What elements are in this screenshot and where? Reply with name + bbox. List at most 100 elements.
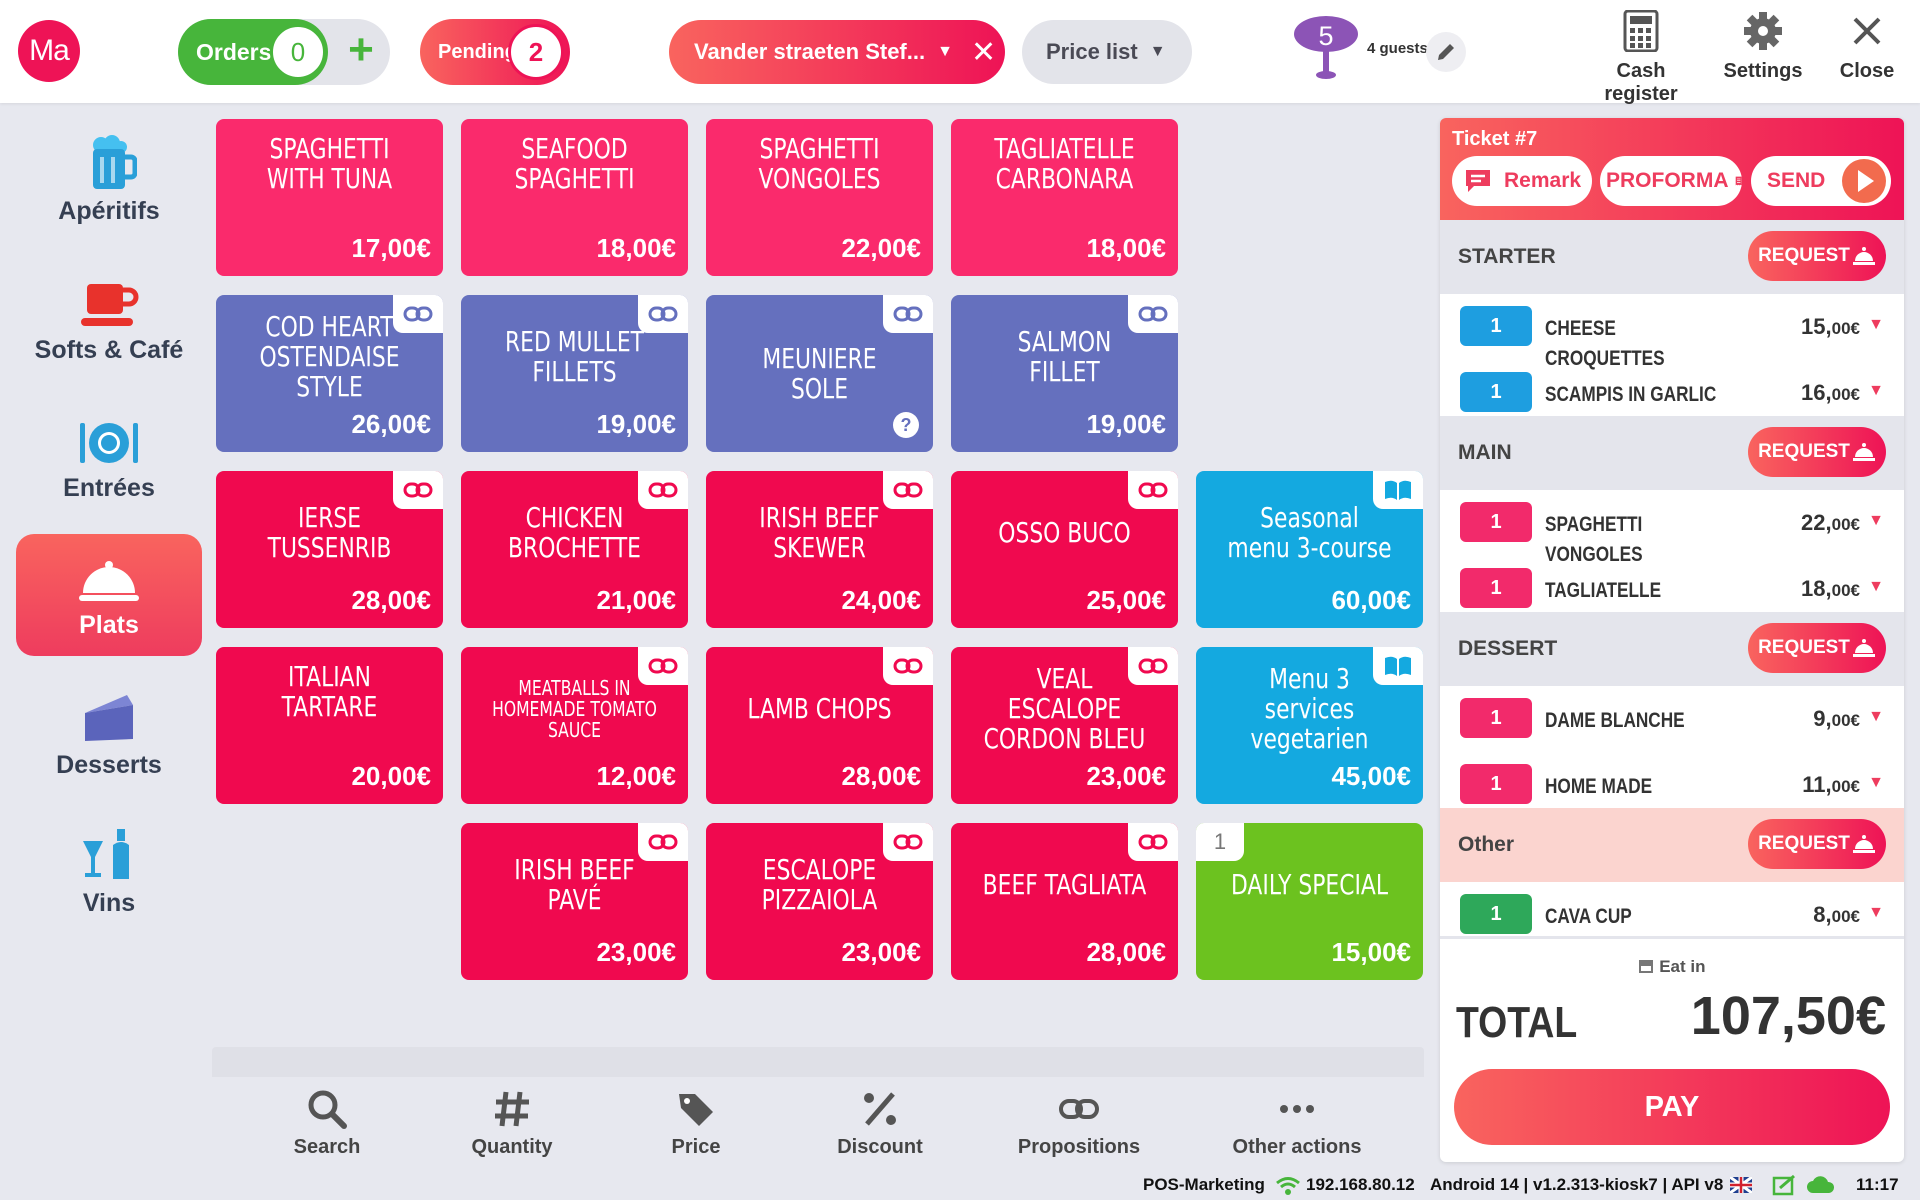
top-bar: Ma Orders 0 + Pending 2 Vander straeten … bbox=[0, 0, 1920, 105]
gear-icon bbox=[1744, 12, 1782, 50]
version-info: Android 14 | v1.2.313-kiosk7 | API v8 bbox=[1430, 1175, 1724, 1194]
quantity-button[interactable]: Quantity bbox=[427, 1088, 597, 1159]
product-tile[interactable]: SEAFOOD SPAGHETTI 18,00€ bbox=[461, 119, 688, 276]
cash-register-button[interactable]: Cash register bbox=[1585, 10, 1697, 105]
product-name: ESCALOPE PIZZAIOLA bbox=[761, 853, 878, 916]
line-quantity[interactable]: 1 bbox=[1460, 894, 1532, 934]
product-tile[interactable]: SPAGHETTI WITH TUNA 17,00€ bbox=[216, 119, 443, 276]
price-tag-icon bbox=[679, 1094, 713, 1126]
remark-button[interactable]: Remark bbox=[1452, 156, 1592, 206]
product-name: IRISH BEEF SKEWER bbox=[759, 501, 880, 564]
ticket-line[interactable]: 1 HOME MADE TIRAMISU 11,00€ ▼ bbox=[1440, 752, 1904, 828]
product-price: 45,00€ bbox=[1331, 761, 1411, 791]
product-price: 19,00€ bbox=[596, 409, 676, 439]
product-tile[interactable]: BEEF TAGLIATA 28,00€ bbox=[951, 823, 1178, 980]
line-quantity[interactable]: 1 bbox=[1460, 306, 1532, 346]
product-tile[interactable]: IRISH BEEF SKEWER 24,00€ bbox=[706, 471, 933, 628]
product-name: IERSE TUSSENRIB bbox=[267, 501, 392, 564]
product-name: MEATBALLS IN HOMEMADE TOMATO SAUCE bbox=[492, 675, 657, 742]
chevron-down-icon: ▼ bbox=[937, 43, 953, 60]
settings-button[interactable]: Settings bbox=[1722, 10, 1804, 96]
product-tile[interactable]: VEAL ESCALOPE CORDON BLEU 23,00€ bbox=[951, 647, 1178, 804]
product-tile[interactable]: ESCALOPE PIZZAIOLA 23,00€ bbox=[706, 823, 933, 980]
ticket-line[interactable]: 1 DAME BLANCHE 9,00€ ▼ bbox=[1440, 686, 1904, 752]
product-tile[interactable]: COD HEART OSTENDAISE STYLE 26,00€ bbox=[216, 295, 443, 452]
product-tile[interactable]: Seasonal menu 3-course 60,00€ bbox=[1196, 471, 1423, 628]
edit-guests-button[interactable] bbox=[1426, 32, 1466, 72]
ticket-line[interactable]: 1 CAVA CUP 8,00€ ▼ bbox=[1440, 882, 1904, 948]
pending-button[interactable]: Pending 2 bbox=[420, 19, 570, 85]
uk-flag-icon[interactable] bbox=[1730, 1177, 1752, 1193]
product-tile[interactable]: CHICKEN BROCHETTE 21,00€ bbox=[461, 471, 688, 628]
close-button[interactable]: Close bbox=[1832, 10, 1902, 96]
price-list-dropdown[interactable]: Price list ▼ bbox=[1022, 20, 1192, 84]
bell-icon bbox=[1852, 443, 1875, 461]
chevron-down-icon[interactable]: ▼ bbox=[1868, 316, 1884, 333]
chevron-down-icon[interactable]: ▼ bbox=[1868, 904, 1884, 921]
product-tile[interactable]: 1 DAILY SPECIAL 15,00€ bbox=[1196, 823, 1423, 980]
other-actions-button[interactable]: Other actions bbox=[1212, 1088, 1382, 1159]
request-button[interactable]: REQUEST bbox=[1748, 427, 1886, 477]
chevron-down-icon[interactable]: ▼ bbox=[1868, 512, 1884, 529]
line-price: 16,00€ bbox=[1801, 380, 1860, 405]
request-button[interactable]: REQUEST bbox=[1748, 623, 1886, 673]
product-tile[interactable]: SALMON FILLET 19,00€ bbox=[951, 295, 1178, 452]
product-tile[interactable]: ITALIAN TARTARE 20,00€ bbox=[216, 647, 443, 804]
ticket-title: Ticket #7 bbox=[1452, 128, 1538, 150]
product-price: 18,00€ bbox=[596, 233, 676, 263]
ticket-line[interactable]: 1 CHEESE CROQUETTES 15,00€ ▼ bbox=[1440, 294, 1904, 370]
product-tile[interactable]: SPAGHETTI VONGOLES 22,00€ bbox=[706, 119, 933, 276]
product-name: COD HEART OSTENDAISE STYLE bbox=[259, 310, 400, 403]
product-tile[interactable]: MEUNIERE SOLE ? bbox=[706, 295, 933, 452]
scroll-strip[interactable] bbox=[212, 1047, 1424, 1077]
line-quantity[interactable]: 1 bbox=[1460, 698, 1532, 738]
eat-in-toggle[interactable]: Eat in bbox=[1440, 957, 1904, 977]
link-icon bbox=[638, 823, 688, 861]
search-button[interactable]: Search bbox=[242, 1088, 412, 1159]
category-aperitifs[interactable]: Apéritifs bbox=[16, 120, 202, 242]
orders-control: Orders 0 + bbox=[178, 19, 390, 85]
line-quantity[interactable]: 1 bbox=[1460, 502, 1532, 542]
customer-selector[interactable]: Vander straeten Stef... ▼ ✕ bbox=[669, 20, 1005, 84]
request-button[interactable]: REQUEST bbox=[1748, 231, 1886, 281]
product-tile[interactable]: OSSO BUCO 25,00€ bbox=[951, 471, 1178, 628]
line-name: SPAGHETTI VONGOLES bbox=[1545, 513, 1643, 566]
table-guests-icon[interactable] bbox=[1293, 16, 1359, 82]
ticket-line[interactable]: 1 SPAGHETTI VONGOLES 22,00€ ▼ bbox=[1440, 490, 1904, 566]
link-icon bbox=[638, 295, 688, 333]
chevron-down-icon[interactable]: ▼ bbox=[1868, 708, 1884, 725]
product-tile[interactable]: Menu 3 services vegetarien 45,00€ bbox=[1196, 647, 1423, 804]
chevron-down-icon[interactable]: ▼ bbox=[1868, 774, 1884, 791]
clear-customer-icon[interactable]: ✕ bbox=[970, 35, 997, 69]
category-vins[interactable]: Vins bbox=[16, 812, 202, 934]
discount-button[interactable]: Discount bbox=[795, 1088, 965, 1159]
category-desserts[interactable]: Desserts bbox=[16, 674, 202, 796]
add-order-button[interactable]: + bbox=[348, 25, 374, 74]
request-button[interactable]: REQUEST bbox=[1748, 819, 1886, 869]
eat-in-label: Eat in bbox=[1659, 957, 1706, 976]
category-entrees[interactable]: Entrées bbox=[16, 397, 202, 519]
product-tile[interactable]: MEATBALLS IN HOMEMADE TOMATO SAUCE 12,00… bbox=[461, 647, 688, 804]
product-tile[interactable]: IERSE TUSSENRIB 28,00€ bbox=[216, 471, 443, 628]
product-name: LAMB CHOPS bbox=[747, 692, 892, 725]
chevron-down-icon[interactable]: ▼ bbox=[1868, 578, 1884, 595]
propositions-button[interactable]: Propositions bbox=[994, 1088, 1164, 1159]
chevron-down-icon[interactable]: ▼ bbox=[1868, 382, 1884, 399]
price-button[interactable]: Price bbox=[611, 1088, 781, 1159]
category-softs-cafe[interactable]: Softs & Café bbox=[16, 259, 202, 381]
line-quantity[interactable]: 1 bbox=[1460, 764, 1532, 804]
category-plats[interactable]: Plats bbox=[16, 534, 202, 656]
proforma-button[interactable]: PROFORMA bbox=[1600, 156, 1742, 206]
line-quantity[interactable]: 1 bbox=[1460, 372, 1532, 412]
pay-label: PAY bbox=[1644, 1090, 1700, 1123]
product-tile[interactable]: RED MULLET FILLETS 19,00€ bbox=[461, 295, 688, 452]
product-tile[interactable]: LAMB CHOPS 28,00€ bbox=[706, 647, 933, 804]
user-avatar[interactable]: Ma bbox=[18, 20, 80, 82]
line-quantity[interactable]: 1 bbox=[1460, 568, 1532, 608]
product-tile[interactable]: TAGLIATELLE CARBONARA 18,00€ bbox=[951, 119, 1178, 276]
product-price: 60,00€ bbox=[1331, 585, 1411, 615]
send-button[interactable]: SEND bbox=[1751, 156, 1891, 206]
link-icon bbox=[883, 823, 933, 861]
pay-button[interactable]: PAY bbox=[1454, 1069, 1890, 1145]
product-tile[interactable]: IRISH BEEF PAVÉ 23,00€ bbox=[461, 823, 688, 980]
